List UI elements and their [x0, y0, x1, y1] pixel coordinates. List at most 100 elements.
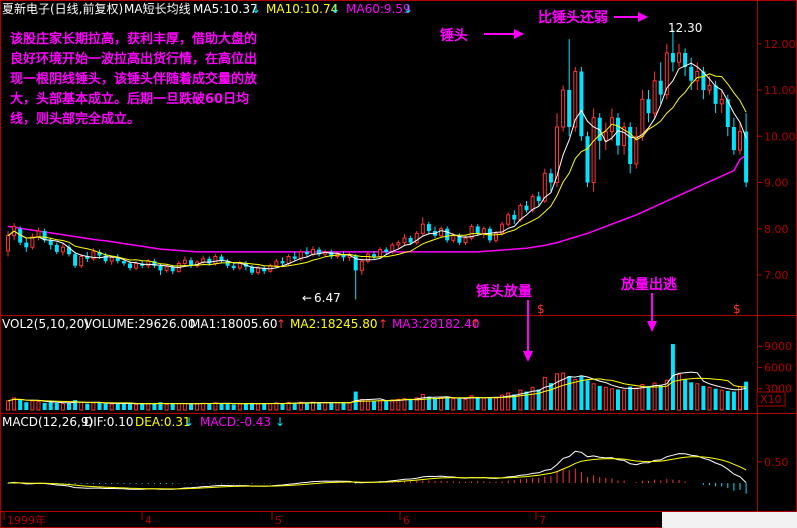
vol-ma3-value: MA3:28182.40 [392, 317, 480, 331]
stock-title: 夏新电子(日线,前复权) [2, 1, 123, 16]
volume-bar [561, 372, 566, 411]
volume-bar [384, 400, 389, 410]
volume-bar [323, 402, 328, 411]
volume-bar [176, 403, 181, 411]
volume-bar [396, 398, 401, 411]
volume-bar [158, 402, 163, 410]
candle-body [567, 90, 572, 127]
candle-body [683, 53, 688, 67]
candle-body [536, 196, 541, 201]
vol-ma1-arrow: ↑ [276, 317, 286, 331]
volume-bar [597, 385, 602, 410]
volume-bar [524, 391, 529, 410]
volume-bar [97, 402, 102, 410]
volume-bar [91, 402, 96, 411]
volume-bar [500, 394, 505, 411]
candle-body [689, 66, 694, 81]
candle-body [60, 246, 65, 253]
candle-body [640, 98, 645, 137]
candle-body [725, 99, 730, 127]
volume-bar [445, 397, 450, 410]
dea-line [7, 456, 747, 490]
candle-body [146, 260, 151, 267]
volume-bar [609, 388, 614, 411]
candle-body [182, 259, 187, 264]
volume-bar [298, 401, 303, 411]
volume-bar [24, 402, 29, 410]
volume-ma1-line [7, 371, 747, 405]
candle-body [121, 261, 126, 264]
price-tick-label: 11.00 [764, 84, 796, 97]
volume-bar [73, 400, 78, 410]
volume-bar [219, 403, 224, 410]
volume-bar [170, 403, 175, 410]
volume-bar [250, 402, 254, 410]
candle-body [518, 205, 523, 220]
candle-body [481, 228, 486, 234]
volume-bar [457, 398, 462, 410]
volume-value: VOLUME:29626.00 [84, 317, 196, 331]
volume-bar [243, 403, 248, 410]
volume-bar [646, 385, 651, 410]
candle-body [591, 117, 596, 183]
volume-bar [304, 402, 309, 410]
volume-bar [536, 389, 541, 410]
volume-bar [12, 397, 17, 411]
volume-bar [408, 399, 413, 410]
macd-tick-label: 0.50 [764, 456, 789, 469]
volume-bar [591, 383, 596, 411]
candle-body [677, 52, 681, 63]
volume-bar [292, 402, 297, 410]
candle-body [304, 251, 309, 255]
volume-bar [585, 380, 590, 410]
volume-bar [286, 402, 291, 411]
candle-body [506, 214, 511, 225]
volume-bar [36, 400, 41, 411]
volume-bar [433, 397, 437, 410]
candle-body [97, 251, 102, 256]
candle-body [207, 258, 212, 264]
x10-box [756, 391, 786, 407]
bottom-right-blank [662, 512, 797, 528]
volume-bar [573, 379, 578, 411]
volume-bar [152, 403, 157, 410]
ma-title: MA短长均线 [124, 2, 191, 16]
volume-bar [744, 381, 749, 410]
candle-body [719, 98, 724, 105]
candle-body [231, 265, 236, 269]
candle-body [359, 260, 364, 271]
volume-bar [280, 403, 285, 410]
candle-body [262, 268, 267, 272]
volume-bar [713, 388, 718, 410]
volume-bar [329, 402, 334, 410]
volume-bar [494, 397, 498, 411]
candlestick-series [6, 29, 749, 300]
candle-body [158, 265, 163, 271]
candle-body [280, 261, 285, 264]
volume-bar [128, 402, 132, 410]
macd-arrow: ↓ [275, 415, 285, 429]
volume-bar [695, 383, 700, 411]
volume-ma2-line [7, 377, 747, 405]
volume-bar [30, 400, 35, 411]
volume-bar [707, 386, 712, 411]
volume-bar [439, 397, 444, 411]
time-tick-label: 6 [403, 514, 410, 527]
volume-bar [335, 402, 340, 411]
candle-body [286, 256, 291, 264]
low-price-arrow: ← [302, 291, 312, 305]
dif-line [7, 450, 747, 490]
candle-body [91, 251, 96, 260]
volume-bar [512, 394, 517, 410]
vol-indicator-name: VOL2(5,10,20) [2, 317, 89, 331]
candle-body [73, 254, 78, 266]
candle-body [109, 256, 114, 262]
volume-bar [683, 379, 688, 410]
ma5-value: MA5:10.37 [193, 2, 258, 16]
volume-bar [719, 389, 724, 411]
volume-bar [603, 386, 608, 411]
candle-body [54, 244, 59, 252]
time-tick-label: 7 [539, 514, 546, 527]
ma60-arrow: ↓ [403, 2, 413, 16]
